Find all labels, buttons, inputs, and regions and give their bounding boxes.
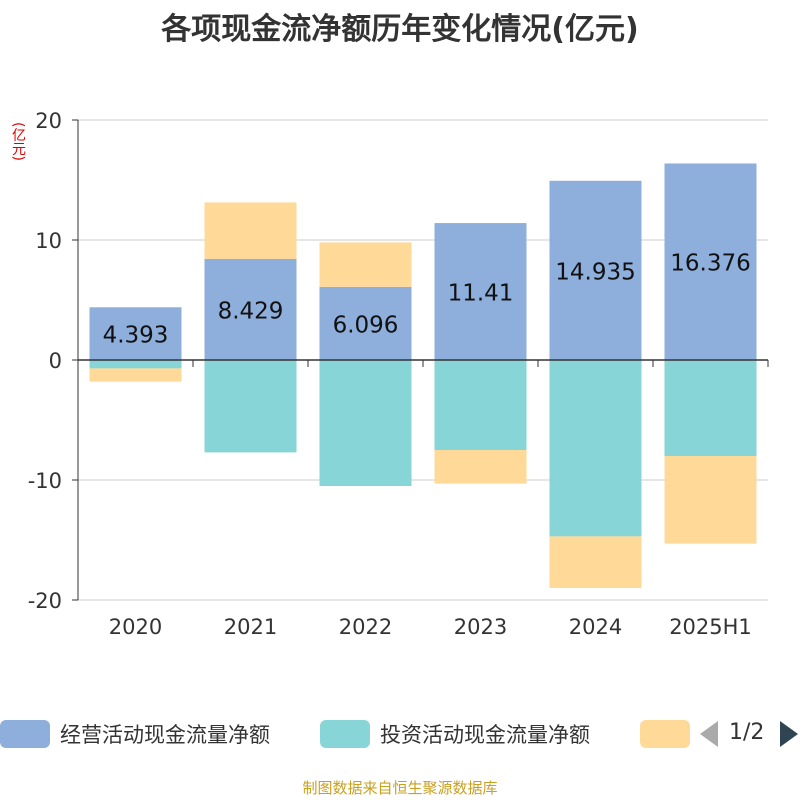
bar-series0-2024[interactable] — [549, 180, 642, 360]
x-tick-label-2024: 2024 — [569, 615, 622, 639]
data-label-2025H1: 16.376 — [670, 251, 750, 277]
bar-series2-2025H1[interactable] — [664, 456, 757, 544]
legend-item-operating[interactable]: 经营活动现金流量净额 — [0, 716, 270, 752]
x-tick-label-2023: 2023 — [454, 615, 507, 639]
legend-next-page-icon[interactable] — [780, 721, 798, 747]
bar-series0-2025H1[interactable] — [664, 163, 757, 360]
x-tick-label-2022: 2022 — [339, 615, 392, 639]
bar-series0-2023[interactable] — [434, 223, 527, 360]
bar-series2-2023[interactable] — [434, 450, 527, 484]
bar-series2-2021[interactable] — [204, 202, 297, 259]
y-tick-label-2: 0 — [49, 349, 62, 373]
bar-series0-2021[interactable] — [204, 258, 297, 360]
legend-page-indicator: 1/2 — [729, 720, 765, 745]
y-tick-label-1: 10 — [35, 229, 62, 253]
x-tick-label-2020: 2020 — [109, 615, 162, 639]
legend-swatch-financing — [640, 720, 690, 748]
bar-series2-2024[interactable] — [549, 536, 642, 588]
bar-series1-2022[interactable] — [319, 360, 412, 486]
data-label-2020: 4.393 — [103, 323, 169, 349]
data-label-2024: 14.935 — [555, 259, 635, 285]
legend-item-financing[interactable] — [640, 716, 700, 752]
bar-series1-2020[interactable] — [89, 360, 182, 369]
legend-label-investing: 投资活动现金流量净额 — [380, 723, 590, 747]
bar-series1-2025H1[interactable] — [664, 360, 757, 456]
legend: 经营活动现金流量净额 投资活动现金流量净额 1/2 — [0, 716, 800, 752]
bar-series0-2020[interactable] — [89, 307, 182, 360]
bar-series1-2024[interactable] — [549, 360, 642, 537]
data-label-2022: 6.096 — [333, 312, 399, 338]
y-tick-label-0: 20 — [35, 109, 62, 133]
data-label-2021: 8.429 — [218, 298, 284, 324]
bar-series2-2020[interactable] — [89, 368, 182, 382]
bar-series0-2022[interactable] — [319, 286, 412, 360]
y-tick-label-4: -20 — [28, 589, 62, 613]
bar-series1-2023[interactable] — [434, 360, 527, 450]
bar-series2-2022[interactable] — [319, 242, 412, 287]
y-tick-label-3: -10 — [28, 469, 62, 493]
x-tick-label-2025H1: 2025H1 — [669, 615, 752, 639]
bar-series1-2021[interactable] — [204, 360, 297, 453]
data-label-2023: 11.41 — [448, 281, 514, 307]
legend-prev-page-icon[interactable] — [700, 721, 718, 747]
chart-canvas: 20 10 0 -10 -20 4.393 8.429 6.096 11.41 14.935 16.… — [28, 109, 769, 639]
legend-swatch-operating — [0, 720, 50, 748]
chart-title: 各项现金流净额历年变化情况(亿元) — [161, 12, 639, 47]
source-note: 制图数据来自恒生聚源数据库 — [302, 779, 498, 797]
y-axis-label: (亿元) — [10, 122, 26, 161]
x-tick-label-2021: 2021 — [224, 615, 277, 639]
legend-item-investing[interactable]: 投资活动现金流量净额 — [320, 716, 590, 752]
legend-label-operating: 经营活动现金流量净额 — [60, 723, 270, 747]
legend-swatch-investing — [320, 720, 370, 748]
